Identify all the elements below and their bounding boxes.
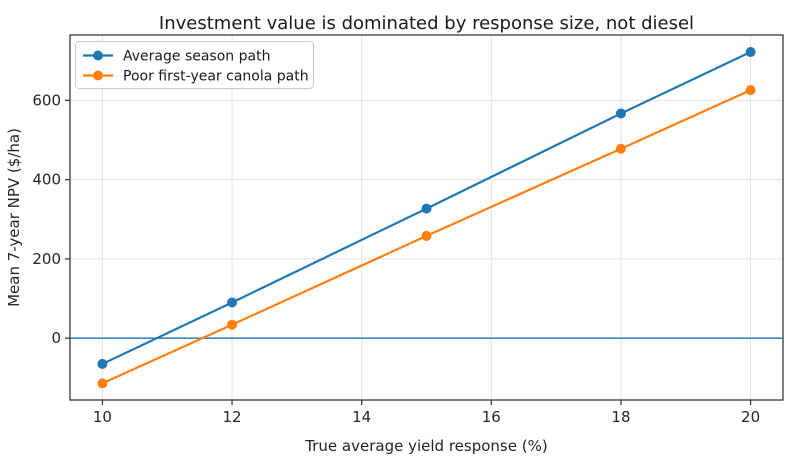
data-point-marker [745,47,756,58]
y-tick-label: 600 [32,91,61,109]
data-point-marker [421,203,432,214]
x-tick-label: 16 [482,408,501,426]
x-tick-label: 18 [611,408,630,426]
series-layer [97,47,756,389]
plot-frame [69,34,784,401]
x-tick-label: 12 [222,408,241,426]
data-point-marker [615,108,626,119]
y-tick-label: 0 [51,329,61,347]
data-point-marker [227,319,238,330]
x-axis-label: True average yield response (%) [304,437,547,455]
legend-sample-marker-average-season [93,50,103,61]
data-point-marker [97,378,108,389]
y-tick-label: 400 [32,171,61,189]
y-axis-label: Mean 7-year NPV ($/ha) [5,128,23,307]
legend-sample-marker-poor-first-year [93,70,103,81]
x-tick-label: 20 [741,408,760,426]
y-tick-label: 200 [32,250,61,268]
data-point-marker [745,85,756,96]
legend-label-average-season: Average season path [123,49,270,65]
legend: Average season path Poor first-year cano… [75,41,314,89]
chart-title: Investment value is dominated by respons… [159,13,694,34]
data-point-marker [615,143,626,154]
grid-layer [70,35,783,400]
x-tick-label: 10 [93,408,112,426]
data-point-marker [421,230,432,241]
x-tick-label: 14 [352,408,371,426]
legend-box [75,41,314,89]
data-point-marker [97,358,108,369]
legend-label-poor-first-year: Poor first-year canola path [123,69,309,85]
data-point-marker [227,297,238,308]
